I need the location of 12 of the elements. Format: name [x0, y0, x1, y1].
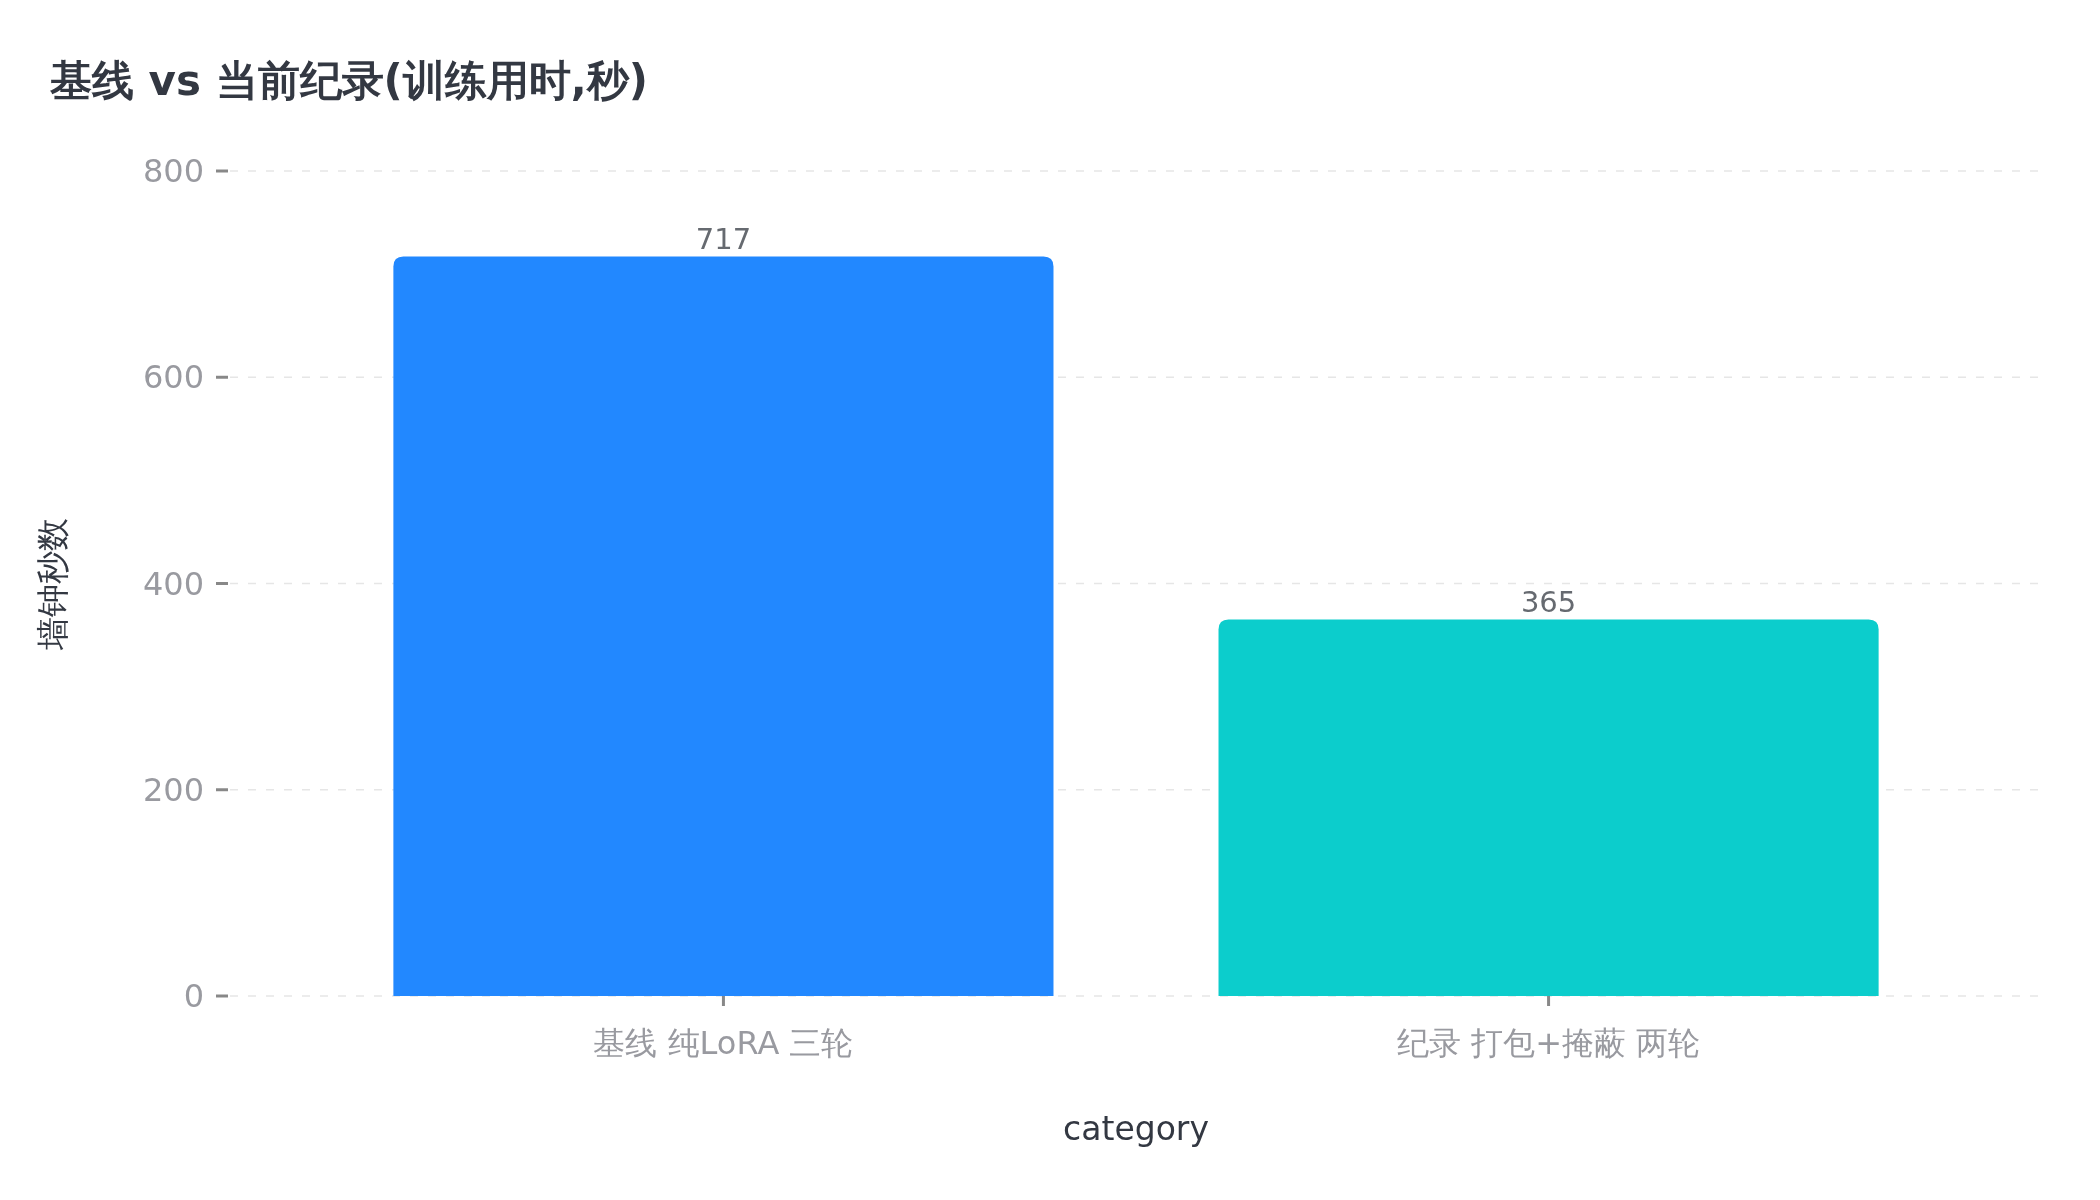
- xtick: 基线 纯LoRA 三轮: [593, 1024, 854, 1062]
- ytick: 0: [183, 977, 204, 1015]
- xtick: 纪录 打包+掩蔽 两轮: [1397, 1024, 1701, 1062]
- title: 基线 vs 当前纪录(训练用时,秒): [50, 56, 648, 105]
- ytick: 600: [142, 358, 204, 397]
- data-label: 365: [1520, 584, 1577, 619]
- ylabel: 墙钟秒数: [33, 517, 72, 650]
- ytick: 200: [142, 770, 204, 809]
- ytick: 400: [142, 564, 204, 603]
- xlabel: category: [1063, 1109, 1209, 1148]
- data-label: 717: [695, 221, 752, 256]
- ytick: 800: [142, 152, 204, 190]
